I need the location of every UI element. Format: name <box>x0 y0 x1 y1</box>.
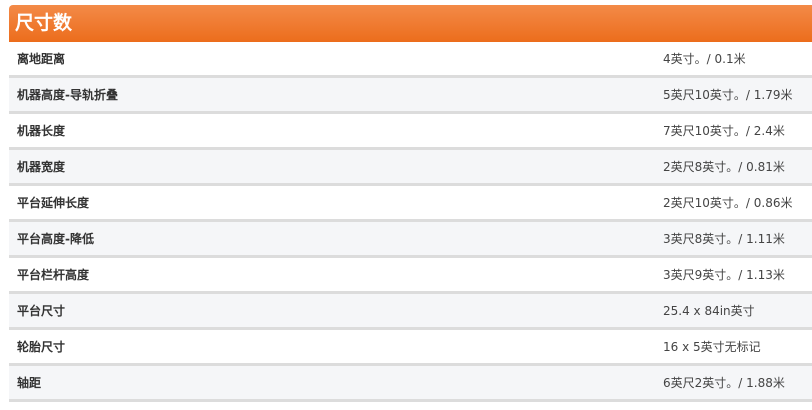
spec-value: 3英尺8英寸。/ 1.11米 <box>663 232 785 246</box>
section-title: 尺寸数 <box>9 5 812 42</box>
spec-label: 平台高度-降低 <box>17 232 94 246</box>
spec-value: 3英尺9英寸。/ 1.13米 <box>663 268 785 282</box>
spec-value: 2英尺8英寸。/ 0.81米 <box>663 160 785 174</box>
spec-value: 25.4 x 84in英寸 <box>663 304 755 318</box>
spec-label: 轮胎尺寸 <box>17 340 66 354</box>
table-row: 平台栏杆高度 3英尺9英寸。/ 1.13米 <box>9 258 812 294</box>
spec-label: 机器长度 <box>17 124 66 138</box>
spec-value: 2英尺10英寸。/ 0.86米 <box>663 196 793 210</box>
spec-value: 6英尺2英寸。/ 1.88米 <box>663 376 785 390</box>
table-row: 机器宽度 2英尺8英寸。/ 0.81米 <box>9 150 812 186</box>
spec-label: 平台栏杆高度 <box>17 268 90 282</box>
spec-value: 4英寸。/ 0.1米 <box>663 52 746 66</box>
spec-rows: 离地距离 4英寸。/ 0.1米 机器高度-导轨折叠 5英尺10英寸。/ 1.79米 机器… <box>9 42 812 402</box>
spec-value: 5英尺10英寸。/ 1.79米 <box>663 88 793 102</box>
spec-label: 离地距离 <box>17 52 66 66</box>
spec-label: 机器宽度 <box>17 160 66 174</box>
dimensions-table: 尺寸数 离地距离 4英寸。/ 0.1米机器高度-导轨折叠 5英尺10英寸。/ 1.7… <box>9 5 812 402</box>
spec-label: 机器高度-导轨折叠 <box>17 88 118 102</box>
table-row: 轴距 6英尺2英寸。/ 1.88米 <box>9 366 812 402</box>
spec-value: 7英尺10英寸。/ 2.4米 <box>663 124 785 138</box>
spec-value: 16 x 5英寸无标记 <box>663 340 761 354</box>
table-row: 平台高度-降低 3英尺8英寸。/ 1.11米 <box>9 222 812 258</box>
spec-label: 轴距 <box>17 376 42 390</box>
table-row: 轮胎尺寸 16 x 5英寸无标记 <box>9 330 812 366</box>
table-row: 平台尺寸 25.4 x 84in英寸 <box>9 294 812 330</box>
spec-label: 平台尺寸 <box>17 304 66 318</box>
table-row: 机器高度-导轨折叠 5英尺10英寸。/ 1.79米 <box>9 78 812 114</box>
spec-label: 平台延伸长度 <box>17 196 90 210</box>
table-row: 机器长度 7英尺10英寸。/ 2.4米 <box>9 114 812 150</box>
table-row: 平台延伸长度 2英尺10英寸。/ 0.86米 <box>9 186 812 222</box>
table-row: 离地距离 4英寸。/ 0.1米 <box>9 42 812 78</box>
